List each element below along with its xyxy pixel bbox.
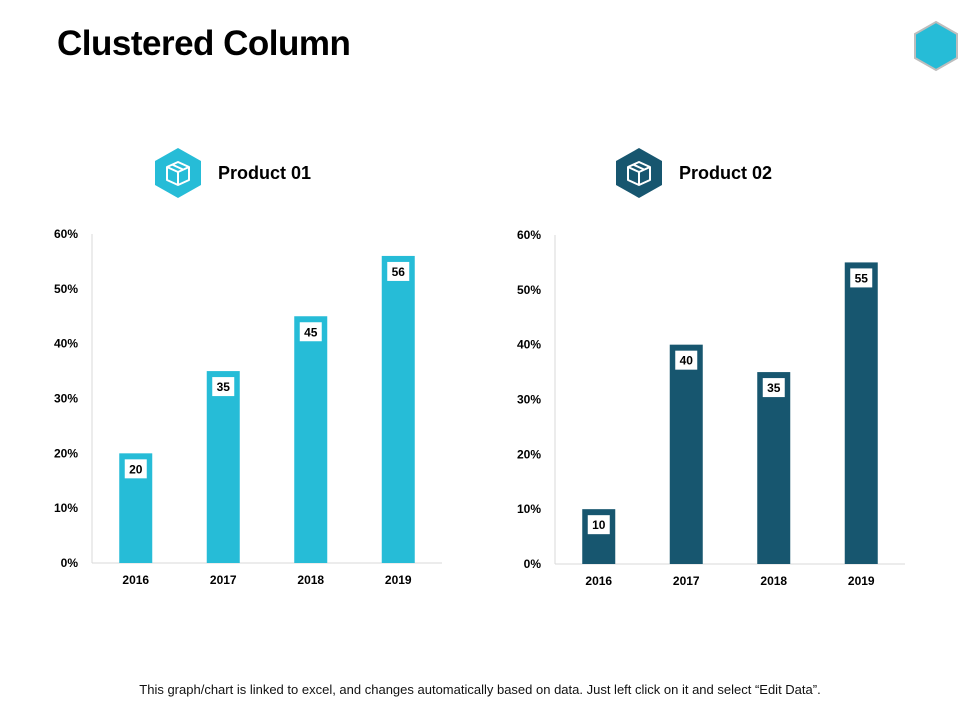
bar [381,255,415,563]
data-label: 56 [392,265,406,279]
y-tick-label: 30% [517,393,541,407]
data-label-box [124,459,147,479]
product-01-label: Product 01 [218,162,312,183]
box-icon [616,148,662,198]
product-02-header: Product 02 [615,147,772,199]
y-tick-label: 40% [517,338,541,352]
data-label: 35 [767,381,781,395]
bar [669,344,703,564]
data-label-box [299,322,322,342]
y-tick-label: 10% [54,501,78,515]
data-label: 55 [855,271,869,285]
data-label: 45 [304,325,318,339]
bar [757,372,791,564]
y-tick-label: 30% [54,392,78,406]
data-label: 35 [217,380,231,394]
page-title: Clustered Column [57,24,351,63]
data-label-box [675,350,698,370]
y-tick-label: 50% [517,283,541,297]
box-icon [155,148,201,198]
x-tick-label: 2018 [297,573,324,587]
data-label-box [762,378,785,398]
y-tick-label: 10% [517,502,541,516]
y-tick-label: 0% [524,557,542,571]
data-label: 40 [680,354,694,368]
y-tick-label: 40% [54,337,78,351]
y-tick-label: 20% [54,446,78,460]
product-02-label: Product 02 [679,162,773,183]
y-tick-label: 60% [517,228,541,242]
bar [294,316,328,563]
x-tick-label: 2017 [673,574,700,588]
data-label-box [387,261,410,281]
x-tick-label: 2016 [585,574,612,588]
data-label-box [587,515,610,535]
data-label-box [212,377,235,397]
footer-note: This graph/chart is linked to excel, and… [139,682,821,697]
y-tick-label: 60% [54,227,78,241]
x-tick-label: 2016 [122,573,149,587]
bar [206,371,240,563]
product-01-header: Product 01 [154,147,311,199]
x-tick-label: 2018 [760,574,787,588]
y-tick-label: 50% [54,282,78,296]
y-tick-label: 20% [517,447,541,461]
x-tick-label: 2019 [848,574,875,588]
bar [844,262,878,564]
y-tick-label: 0% [61,556,79,570]
data-label: 10 [592,518,606,532]
x-tick-label: 2017 [210,573,237,587]
hexagon-icon [914,20,958,72]
x-tick-label: 2019 [385,573,412,587]
data-label-box [850,268,873,288]
data-label: 20 [129,462,143,476]
